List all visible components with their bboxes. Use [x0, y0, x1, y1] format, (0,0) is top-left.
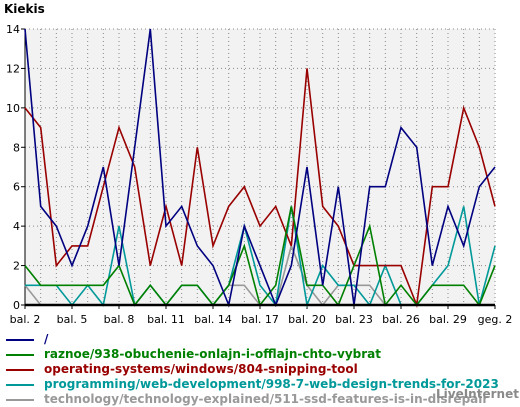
x-tick-label: bal. 14	[194, 313, 232, 326]
legend-item: operating-systems/windows/804-snipping-t…	[6, 362, 520, 377]
x-tick-label: bal. 29	[429, 313, 467, 326]
x-tick-label: bal. 8	[104, 313, 135, 326]
x-tick-label: bal. 5	[57, 313, 88, 326]
chart-title: Kiekis	[4, 2, 45, 16]
legend-item: /	[6, 332, 520, 347]
y-tick-label: 8	[13, 141, 20, 154]
plot-area: 0 2 4 6 8 10 12 14 bal. 2 bal. 5 bal. 8 bal. 11 bal.…	[6, 23, 513, 326]
y-tick-label: 2	[13, 260, 20, 273]
series-line-0	[24, 28, 496, 308]
x-tick-label: bal. 23	[335, 313, 373, 326]
legend-label: programming/web-development/998-7-web-de…	[44, 377, 499, 391]
y-tick-label: 12	[6, 62, 20, 75]
y-tick-label: 14	[6, 23, 20, 36]
legend-item: programming/web-development/998-7-web-de…	[6, 377, 520, 392]
x-tick-label: bal. 2	[10, 313, 41, 326]
legend: / raznoe/938-obuchenie-onlajn-i-offlajn-c…	[6, 332, 520, 407]
legend-label: operating-systems/windows/804-snipping-t…	[44, 362, 358, 376]
x-tick-label: geg. 2	[478, 313, 513, 326]
x-tick-label: bal. 20	[288, 313, 326, 326]
legend-label: technology/technology-explained/511-ssd-…	[44, 392, 489, 406]
y-tick-label: 10	[6, 102, 20, 115]
legend-item: raznoe/938-obuchenie-onlajn-i-offlajn-ch…	[6, 347, 520, 362]
x-tick-label: bal. 17	[241, 313, 279, 326]
legend-swatch	[6, 354, 34, 356]
legend-swatch	[6, 399, 34, 401]
y-tick-label: 0	[13, 299, 20, 312]
legend-item: technology/technology-explained/511-ssd-…	[6, 392, 520, 407]
watermark: LiveInternet	[436, 387, 519, 401]
legend-label: /	[44, 332, 49, 346]
y-tick-label: 4	[13, 220, 20, 233]
legend-label: raznoe/938-obuchenie-onlajn-i-offlajn-ch…	[44, 347, 381, 361]
legend-swatch	[6, 369, 34, 371]
x-tick-label: bal. 26	[382, 313, 420, 326]
x-tick-label: bal. 11	[147, 313, 185, 326]
legend-swatch	[6, 384, 34, 386]
y-tick-label: 6	[13, 181, 20, 194]
legend-swatch	[6, 339, 34, 341]
